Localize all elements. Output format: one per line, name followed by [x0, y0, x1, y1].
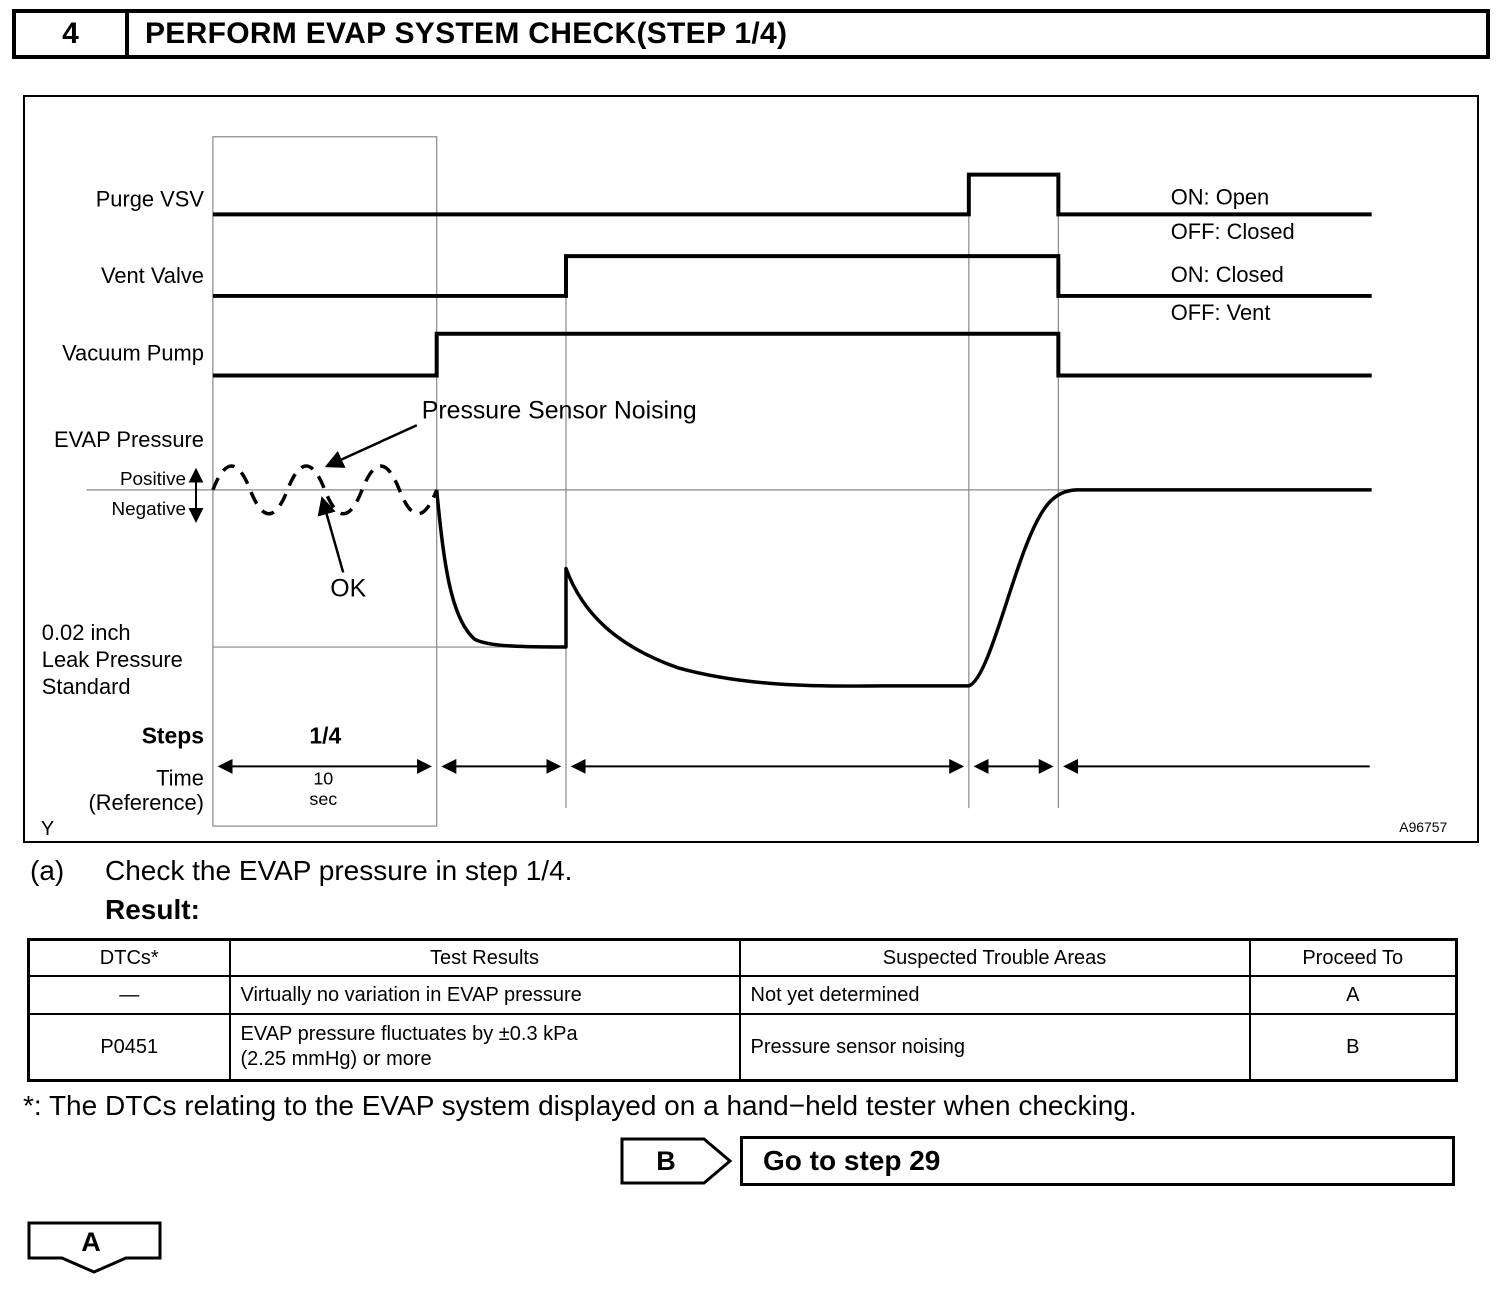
cell-suspected: Not yet determined	[738, 975, 1251, 1015]
go-to-step-box: Go to step 29	[740, 1136, 1455, 1186]
connector-b: B	[620, 1137, 733, 1185]
leak-label-3: Standard	[42, 674, 131, 699]
leak-label-1: 0.02 inch	[42, 620, 131, 645]
cell-test-result: EVAP pressure fluctuates by ±0.3 kPa (2.…	[228, 1013, 741, 1082]
pressure-noise-wave	[211, 464, 439, 516]
evap-pressure-label: EVAP Pressure	[54, 427, 204, 452]
header-suspected: Suspected Trouble Areas	[738, 938, 1251, 977]
signal-traces	[212, 172, 1372, 378]
leak-standard-labels: 0.02 inch Leak Pressure Standard	[42, 620, 183, 699]
vent-valve-label: Vent Valve	[101, 263, 204, 288]
figure-id: A96757	[1399, 819, 1447, 835]
connector-b-label: B	[656, 1146, 676, 1176]
result-table: DTCs* Test Results Suspected Trouble Are…	[27, 938, 1458, 1082]
signal-labels: Purge VSV Vent Valve Vacuum Pump EVAP Pr…	[54, 186, 204, 452]
positive-label: Positive	[120, 469, 186, 490]
cell-dtc: P0451	[27, 1013, 231, 1082]
steps-label: Steps	[142, 723, 204, 749]
step-number: 4	[16, 13, 129, 55]
negative-label: Negative	[112, 499, 187, 520]
table-row: — Virtually no variation in EVAP pressur…	[27, 975, 1458, 1015]
test-result-line: (2.25 mmHg) or more	[240, 1048, 432, 1070]
step-title: PERFORM EVAP SYSTEM CHECK(STEP 1/4)	[145, 17, 788, 50]
cell-test-result: Virtually no variation in EVAP pressure	[228, 975, 741, 1015]
leak-label-2: Leak Pressure	[42, 647, 183, 672]
timing-diagram: Purge VSV Vent Valve Vacuum Pump EVAP Pr…	[23, 95, 1479, 843]
table-header-row: DTCs* Test Results Suspected Trouble Are…	[27, 938, 1458, 977]
table-row: P0451 EVAP pressure fluctuates by ±0.3 k…	[27, 1013, 1458, 1082]
time-unit: sec	[309, 789, 337, 809]
instruction-a: (a) Check the EVAP pressure in step 1/4.	[30, 855, 572, 887]
cell-proceed: B	[1248, 1013, 1458, 1082]
legend-vent-on: ON: Closed	[1171, 262, 1284, 287]
corner-y-label: Y	[41, 818, 54, 840]
step-value: 1/4	[309, 723, 341, 749]
instruction-text: Check the EVAP pressure in step 1/4.	[105, 855, 573, 886]
pressure-axis-labels: Positive Negative	[112, 469, 187, 520]
dtc-footnote: *: The DTCs relating to the EVAP system …	[23, 1090, 1137, 1121]
header-test-results: Test Results	[228, 938, 741, 977]
connector-a-shape	[27, 1221, 162, 1274]
legend: ON: Open OFF: Closed ON: Closed OFF: Ven…	[1171, 184, 1295, 324]
legend-purge-off: OFF: Closed	[1171, 219, 1295, 244]
vent-valve-trace	[212, 254, 1372, 298]
time-label: Time	[156, 765, 204, 790]
connector-b-shape	[620, 1137, 733, 1185]
purge-vsv-label: Purge VSV	[96, 186, 205, 211]
step-region-box	[212, 136, 438, 827]
cell-dtc: —	[27, 975, 231, 1015]
header-dtcs: DTCs*	[27, 938, 231, 977]
timing-diagram-svg: Purge VSV Vent Valve Vacuum Pump EVAP Pr…	[41, 136, 1448, 840]
purge-vsv-trace	[212, 172, 1372, 217]
vacuum-pump-trace	[212, 331, 1372, 378]
time-value: 10	[313, 768, 333, 788]
time-reference-label: (Reference)	[88, 790, 204, 815]
test-result-line: EVAP pressure fluctuates by ±0.3 kPa	[240, 1023, 578, 1045]
cell-suspected: Pressure sensor noising	[738, 1013, 1251, 1082]
connector-a: A	[27, 1221, 162, 1274]
noising-annotation: Pressure Sensor Noising	[422, 396, 697, 424]
evap-pressure-curve	[434, 488, 1372, 688]
connector-a-label: A	[81, 1227, 101, 1257]
legend-vent-off: OFF: Vent	[1171, 300, 1271, 325]
ok-arrow	[317, 496, 345, 573]
vacuum-pump-label: Vacuum Pump	[62, 341, 204, 366]
cell-proceed: A	[1248, 975, 1458, 1015]
instruction-marker: (a)	[30, 855, 65, 886]
header-proceed: Proceed To	[1248, 938, 1458, 977]
legend-purge-on: ON: Open	[1171, 184, 1269, 209]
ok-annotation: OK	[330, 574, 366, 602]
noising-arrow	[324, 424, 418, 468]
result-label: Result:	[105, 894, 200, 925]
step-header: 4 PERFORM EVAP SYSTEM CHECK(STEP 1/4)	[12, 9, 1490, 59]
